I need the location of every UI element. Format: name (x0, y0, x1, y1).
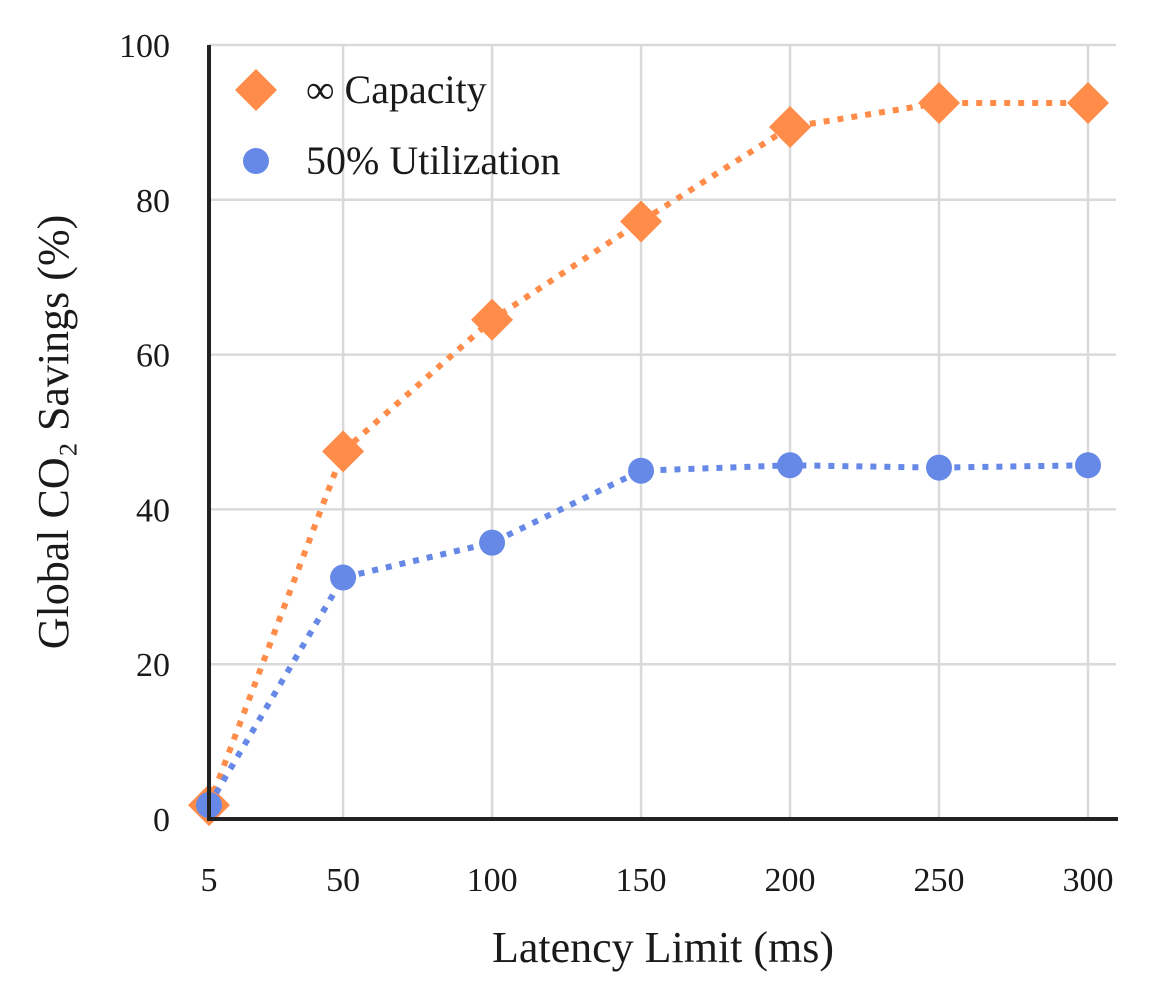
data-point (479, 529, 506, 556)
data-point (322, 430, 365, 473)
data-point (918, 82, 961, 125)
x-tick-label: 100 (467, 862, 518, 899)
x-tick-label: 50 (326, 862, 360, 899)
legend-marker (243, 148, 269, 174)
tick-labels: 5 50 100 150 200 250 300 0 20 40 60 80 100 (119, 28, 1114, 899)
data-point (628, 457, 655, 484)
grid (209, 43, 1116, 819)
x-tick-label: 250 (914, 862, 965, 899)
x-tick-label: 300 (1063, 862, 1114, 899)
axes (207, 45, 1118, 821)
data-point (330, 564, 357, 591)
legend: ∞ Capacity 50% Utilization (235, 67, 560, 183)
x-tick-label: 5 (201, 862, 218, 899)
legend-marker (235, 69, 277, 111)
data-point (769, 106, 812, 149)
data-point (471, 298, 514, 341)
data-point (926, 454, 953, 481)
data-point (1075, 452, 1101, 479)
series-line (206, 462, 1089, 807)
legend-label: 50% Utilization (306, 138, 560, 183)
legend-item: 50% Utilization (243, 138, 560, 183)
y-axis-label: Global CO₂ Savings (%) (29, 215, 78, 650)
data-point (620, 200, 663, 243)
y-tick-label: 40 (136, 492, 170, 529)
legend-label: ∞ Capacity (306, 67, 487, 112)
legend-item: ∞ Capacity (235, 67, 487, 112)
y-tick-label: 100 (119, 28, 170, 65)
series-2 (196, 452, 1101, 819)
x-axis-label: Latency Limit (ms) (492, 923, 834, 972)
series-1 (188, 82, 1109, 827)
y-tick-label: 60 (136, 338, 170, 375)
x-tick-label: 200 (765, 862, 816, 899)
data-point (777, 452, 804, 479)
plot-area (188, 82, 1109, 827)
y-tick-label: 0 (153, 802, 170, 839)
data-point (1067, 82, 1109, 125)
y-tick-label: 80 (136, 183, 170, 220)
y-tick-label: 20 (136, 647, 170, 684)
x-tick-label: 150 (616, 862, 667, 899)
